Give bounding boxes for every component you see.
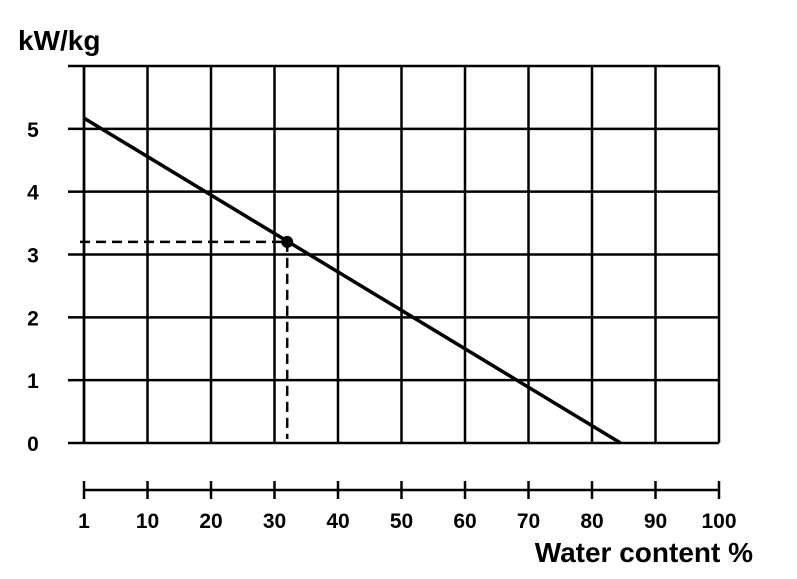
x-tick-label: 80 — [580, 510, 603, 533]
y-tick-label: 3 — [27, 245, 39, 268]
x-tick-label: 50 — [390, 510, 413, 533]
x-tick-label: 70 — [517, 510, 540, 533]
y-tick-label: 4 — [27, 182, 39, 205]
x-axis-title: Water content % — [535, 537, 753, 568]
tick-labels: 0 1 2 3 4 5 1 10 20 30 40 50 60 70 80 90 100 — [27, 119, 736, 533]
x-tick-label: 10 — [136, 510, 159, 533]
series-line — [83, 116, 622, 445]
highlight-point — [281, 235, 294, 248]
x-tick-label: 100 — [701, 510, 736, 533]
x-tick-label: 1 — [78, 510, 90, 533]
grid — [82, 64, 721, 445]
x-tick-label: 30 — [263, 510, 286, 533]
y-tick-label: 5 — [27, 119, 39, 142]
y-tick-label: 0 — [27, 433, 39, 456]
x-tick-label: 60 — [453, 510, 476, 533]
y-tick-label: 2 — [27, 307, 39, 330]
reference-lines — [80, 235, 294, 439]
x-tick-label: 40 — [326, 510, 349, 533]
axes — [68, 64, 721, 499]
series-layer — [83, 116, 622, 445]
y-tick-label: 1 — [27, 370, 39, 393]
x-tick-label: 90 — [644, 510, 667, 533]
x-tick-label: 20 — [199, 510, 222, 533]
y-axis-title: kW/kg — [18, 25, 100, 56]
